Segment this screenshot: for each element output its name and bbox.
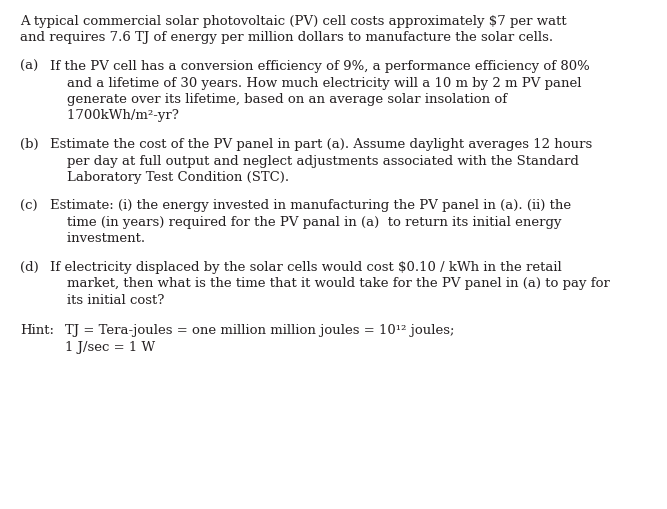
Text: and requires 7.6 TJ of energy per million dollars to manufacture the solar cells: and requires 7.6 TJ of energy per millio… xyxy=(20,32,553,44)
Text: investment.: investment. xyxy=(50,232,145,245)
Text: (c): (c) xyxy=(20,199,37,212)
Text: If the PV cell has a conversion efficiency of 9%, a performance efficiency of 80: If the PV cell has a conversion efficien… xyxy=(50,60,590,73)
Text: Hint:: Hint: xyxy=(20,324,54,337)
Text: market, then what is the time that it would take for the PV panel in (a) to pay : market, then what is the time that it wo… xyxy=(50,277,610,290)
Text: 1 J/sec = 1 W: 1 J/sec = 1 W xyxy=(65,341,155,353)
Text: Laboratory Test Condition (STC).: Laboratory Test Condition (STC). xyxy=(50,171,289,184)
Text: per day at full output and neglect adjustments associated with the Standard: per day at full output and neglect adjus… xyxy=(50,154,579,167)
Text: generate over its lifetime, based on an average solar insolation of: generate over its lifetime, based on an … xyxy=(50,93,507,106)
Text: A typical commercial solar photovoltaic (PV) cell costs approximately $7 per wat: A typical commercial solar photovoltaic … xyxy=(20,15,567,28)
Text: its initial cost?: its initial cost? xyxy=(50,293,164,306)
Text: and a lifetime of 30 years. How much electricity will a 10 m by 2 m PV panel: and a lifetime of 30 years. How much ele… xyxy=(50,76,582,89)
Text: TJ = Tera-joules = one million million joules = 10¹² joules;: TJ = Tera-joules = one million million j… xyxy=(65,324,454,337)
Text: (a): (a) xyxy=(20,60,38,73)
Text: Estimate: (i) the energy invested in manufacturing the PV panel in (a). (ii) the: Estimate: (i) the energy invested in man… xyxy=(50,199,571,212)
Text: (b): (b) xyxy=(20,138,39,151)
Text: 1700kWh/m²-yr?: 1700kWh/m²-yr? xyxy=(50,109,179,122)
Text: time (in years) required for the PV panal in (a)  to return its initial energy: time (in years) required for the PV pana… xyxy=(50,216,562,229)
Text: Estimate the cost of the PV panel in part (a). Assume daylight averages 12 hours: Estimate the cost of the PV panel in par… xyxy=(50,138,592,151)
Text: (d): (d) xyxy=(20,261,39,273)
Text: If electricity displaced by the solar cells would cost $0.10 / kWh in the retail: If electricity displaced by the solar ce… xyxy=(50,261,562,273)
